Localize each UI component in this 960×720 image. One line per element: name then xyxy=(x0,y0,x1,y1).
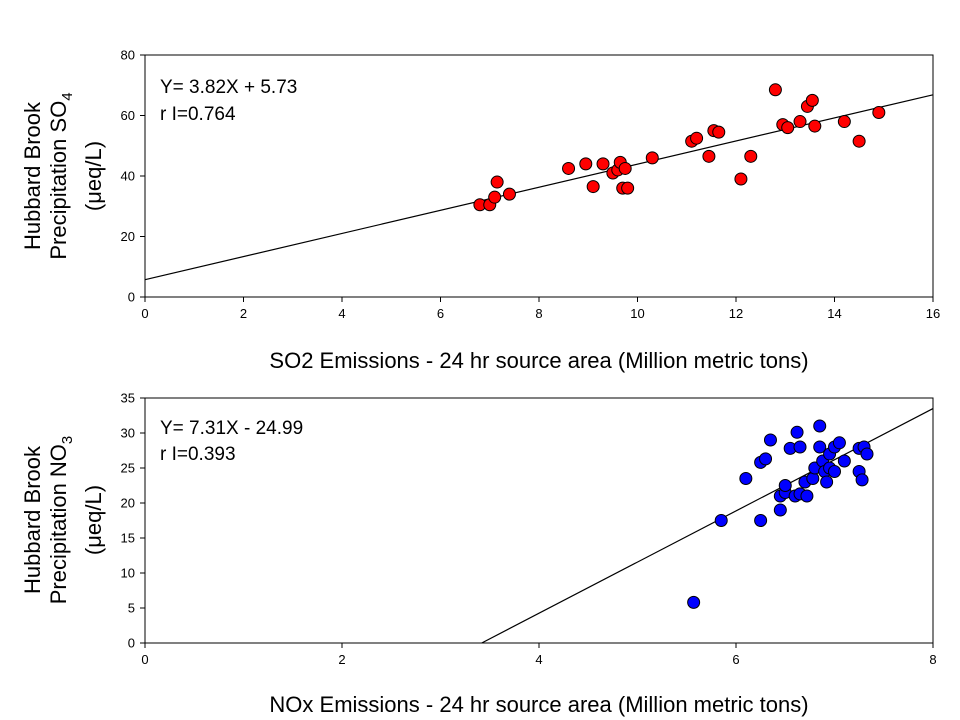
no3-x-ticks: 0 2 4 6 8 xyxy=(141,643,937,667)
no3-data-point xyxy=(754,514,768,527)
so4-data-point xyxy=(488,190,502,204)
so4-data-point xyxy=(562,161,576,175)
no3-x-tick-label: 4 xyxy=(535,652,542,667)
so4-y-axis-label-line2: Precipitation SO4 xyxy=(46,92,76,259)
no3-r-annotation: r I=0.393 xyxy=(160,444,236,465)
so4-x-axis-label: SO2 Emissions - 24 hr source area (Milli… xyxy=(269,348,808,373)
no3-y-axis-label-line2-sub: 3 xyxy=(59,436,76,444)
no3-y-tick-label: 35 xyxy=(121,391,135,406)
so4-y-tick-label: 80 xyxy=(121,48,135,63)
so4-y-axis-label-line2-main: Precipitation SO xyxy=(46,101,71,260)
so4-x-tick-label: 14 xyxy=(827,306,841,321)
no3-chart: 0 2 4 6 8 0 5 10 15 20 25 30 35 Y= 7.31X - 24.99 r … xyxy=(20,391,937,718)
so4-x-ticks: 0 2 4 6 8 10 12 14 16 xyxy=(141,297,940,321)
so4-y-ticks: 0 20 40 60 80 xyxy=(121,48,145,305)
no3-y-axis-label-line2: Precipitation NO3 xyxy=(46,436,76,605)
so4-x-tick-label: 6 xyxy=(437,306,444,321)
so4-data-point xyxy=(852,134,866,148)
no3-y-axis-label-line2-main: Precipitation NO xyxy=(46,444,71,604)
no3-y-axis-label-line1: Hubbard Brook xyxy=(20,445,45,594)
no3-data-point xyxy=(778,479,792,492)
no3-data-point xyxy=(813,440,827,454)
so4-data-point xyxy=(744,149,758,163)
so4-data-point xyxy=(702,149,716,163)
so4-points xyxy=(473,83,886,212)
no3-data-point xyxy=(860,447,874,461)
so4-y-tick-label: 40 xyxy=(121,169,135,184)
so4-data-point xyxy=(645,151,659,165)
no3-data-point xyxy=(837,454,851,468)
no3-y-tick-label: 5 xyxy=(128,601,135,616)
so4-y-tick-label: 20 xyxy=(121,229,135,244)
so4-x-tick-label: 16 xyxy=(926,306,940,321)
so4-data-point xyxy=(502,187,516,201)
so4-data-point xyxy=(805,93,819,107)
so4-data-point xyxy=(872,105,886,119)
no3-data-point xyxy=(800,489,814,503)
no3-y-tick-label: 20 xyxy=(121,496,135,511)
so4-data-point xyxy=(768,83,782,97)
so4-data-point xyxy=(596,157,610,171)
so4-x-tick-label: 10 xyxy=(630,306,644,321)
so4-data-point xyxy=(618,161,632,175)
no3-y-ticks: 0 5 10 15 20 25 30 35 xyxy=(121,391,145,651)
no3-data-point xyxy=(855,473,869,487)
so4-data-point xyxy=(586,180,600,194)
no3-y-tick-label: 25 xyxy=(121,461,135,476)
no3-x-tick-label: 2 xyxy=(338,652,345,667)
so4-r-annotation: r I=0.764 xyxy=(160,104,236,125)
no3-equation-annotation: Y= 7.31X - 24.99 xyxy=(160,418,303,439)
so4-y-axis-label-line2-sub: 4 xyxy=(59,92,76,100)
no3-data-point xyxy=(759,452,773,466)
no3-points xyxy=(687,419,874,609)
no3-data-point xyxy=(790,425,804,439)
no3-data-point xyxy=(773,503,787,517)
no3-data-point xyxy=(832,436,846,450)
so4-x-tick-label: 8 xyxy=(535,306,542,321)
no3-data-point xyxy=(763,433,777,447)
so4-data-point xyxy=(781,121,795,135)
so4-data-point xyxy=(490,175,504,189)
so4-y-tick-label: 60 xyxy=(121,108,135,123)
no3-x-tick-label: 6 xyxy=(732,652,739,667)
no3-data-point xyxy=(687,595,701,609)
no3-x-tick-label: 0 xyxy=(141,652,148,667)
no3-data-point xyxy=(813,419,827,433)
so4-data-point xyxy=(837,115,851,129)
no3-y-tick-label: 10 xyxy=(121,566,135,581)
no3-data-point xyxy=(828,465,841,478)
no3-data-point xyxy=(820,475,834,489)
no3-data-point xyxy=(793,440,807,454)
no3-data-point xyxy=(714,514,728,527)
so4-x-tick-label: 0 xyxy=(141,306,148,321)
so4-equation-annotation: Y= 3.82X + 5.73 xyxy=(160,77,297,98)
so4-data-point xyxy=(579,157,593,171)
no3-y-axis-label-line3: (μeq/L) xyxy=(81,485,106,555)
so4-data-point xyxy=(712,125,726,139)
no3-y-tick-label: 15 xyxy=(121,531,135,546)
so4-x-tick-label: 12 xyxy=(729,306,743,321)
so4-y-axis-label-line1: Hubbard Brook xyxy=(20,101,45,250)
no3-x-tick-label: 8 xyxy=(929,652,936,667)
so4-x-tick-label: 4 xyxy=(338,306,345,321)
so4-data-point xyxy=(621,181,635,195)
so4-y-axis-label-line3: (μeq/L) xyxy=(81,141,106,211)
no3-y-tick-label: 30 xyxy=(121,426,135,441)
so4-x-tick-label: 2 xyxy=(240,306,247,321)
so4-data-point xyxy=(690,131,704,145)
no3-data-point xyxy=(739,472,753,485)
no3-data-point xyxy=(806,472,820,485)
so4-data-point xyxy=(808,119,822,133)
no3-y-tick-label: 0 xyxy=(128,636,135,651)
no3-x-axis-label: NOx Emissions - 24 hr source area (Milli… xyxy=(269,692,808,717)
so4-data-point xyxy=(793,115,807,129)
so4-y-tick-label: 0 xyxy=(128,290,135,305)
so4-data-point xyxy=(734,172,748,186)
